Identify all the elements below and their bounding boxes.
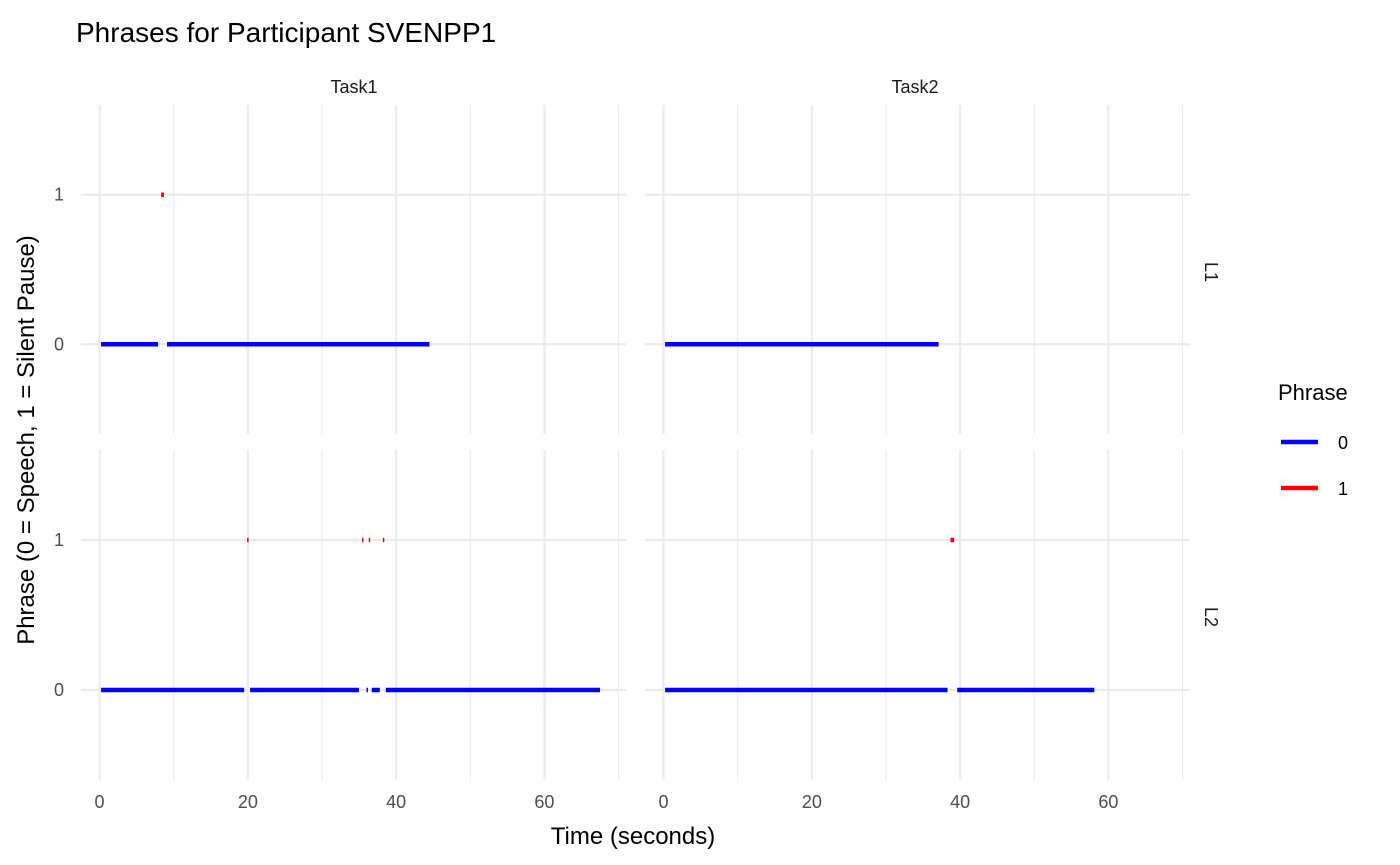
x-tick-label: 40: [950, 792, 970, 812]
strip-label-l1: L1: [1201, 262, 1221, 282]
y-tick-label: 1: [54, 530, 64, 550]
y-axis-title: Phrase (0 = Speech, 1 = Silent Pause): [13, 235, 40, 645]
legend-label-1: 1: [1338, 479, 1348, 499]
legend: Phrase 0 1: [1278, 380, 1348, 499]
y-tick-label: 1: [54, 185, 64, 205]
gridlines: [81, 105, 1190, 780]
legend-title: Phrase: [1278, 380, 1348, 405]
x-tick-label: 40: [386, 792, 406, 812]
y-tick-label: 0: [54, 680, 64, 700]
data-segments: [101, 192, 1095, 693]
chart-title: Phrases for Participant SVENPP1: [76, 17, 496, 48]
strip-label-task2: Task2: [891, 77, 938, 97]
strip-label-l2: L2: [1201, 607, 1221, 627]
y-tick-labels: 0 1 0 1: [54, 185, 64, 700]
x-tick-label: 60: [534, 792, 554, 812]
x-tick-label: 60: [1098, 792, 1118, 812]
x-tick-label: 20: [802, 792, 822, 812]
strip-label-task1: Task1: [330, 77, 377, 97]
x-axis-title: Time (seconds): [551, 823, 715, 850]
x-tick-label: 0: [659, 792, 669, 812]
x-tick-labels: 0 20 40 60 0 20 40 60: [95, 792, 1119, 812]
x-tick-label: 20: [238, 792, 258, 812]
legend-label-0: 0: [1338, 433, 1348, 453]
x-tick-label: 0: [95, 792, 105, 812]
y-tick-label: 0: [54, 334, 64, 354]
